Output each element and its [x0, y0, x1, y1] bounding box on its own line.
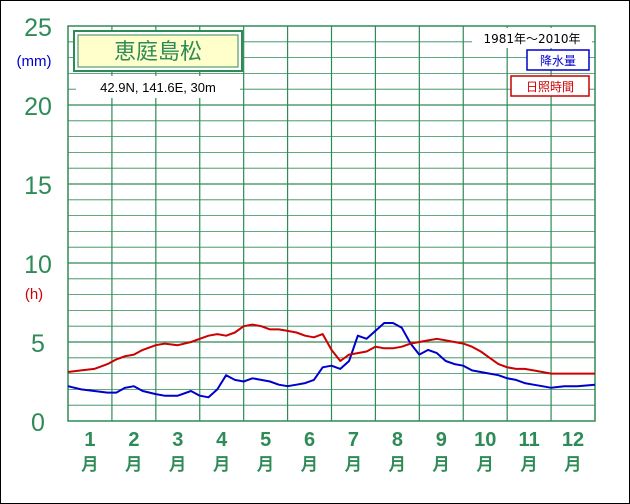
x-tick-label-month: 3: [172, 429, 183, 451]
x-tick-label-suffix: 月: [168, 455, 186, 475]
x-tick-label-suffix: 月: [476, 455, 494, 475]
y-tick-label: 5: [31, 330, 45, 358]
x-tick-label-month: 5: [260, 429, 271, 451]
x-tick-label-month: 10: [474, 429, 496, 451]
legend-precip-box: [526, 49, 590, 71]
y-unit-top-label: (mm): [17, 53, 52, 70]
y-tick-label: 15: [24, 172, 52, 200]
y-tick-label: 10: [24, 251, 52, 279]
y-tick-label: 25: [24, 14, 52, 42]
legend-precip-label: 降水量: [540, 54, 576, 68]
x-tick-label-suffix: 月: [564, 455, 582, 475]
location-box: [76, 76, 240, 98]
x-tick-label-suffix: 月: [300, 455, 318, 475]
precipitation-line: [67, 322, 596, 399]
y-unit-bottom-label: (h): [25, 286, 43, 303]
x-tick-label-month: 7: [348, 429, 359, 451]
x-tick-label-suffix: 月: [212, 455, 230, 475]
legend-sunshine-label: 日照時間: [526, 80, 574, 94]
x-tick-label-month: 12: [562, 429, 584, 451]
x-tick-label-month: 6: [304, 429, 315, 451]
x-tick-label-suffix: 月: [124, 455, 142, 475]
y-tick-label: 20: [24, 93, 52, 121]
grid: [68, 26, 595, 421]
location-label: 42.9N, 141.6E, 30m: [100, 80, 216, 95]
x-tick-label-month: 2: [128, 429, 139, 451]
series-lines: [67, 322, 596, 399]
x-tick-label-suffix: 月: [344, 455, 362, 475]
x-tick-label-suffix: 月: [432, 455, 450, 475]
chart-title: 恵庭島松: [114, 40, 202, 65]
x-tick-label-suffix: 月: [520, 455, 538, 475]
x-tick-label-month: 9: [436, 429, 447, 451]
sunshine-line: [67, 323, 595, 375]
legend-sunshine-box: [510, 75, 590, 97]
x-tick-label-month: 8: [392, 429, 403, 451]
x-tick-label-month: 4: [216, 429, 228, 451]
x-tick-label-suffix: 月: [388, 455, 406, 475]
y-tick-label: 0: [31, 409, 45, 437]
x-tick-label-suffix: 月: [80, 455, 98, 475]
period-label: 1981年〜2010年: [483, 32, 580, 46]
x-tick-label-month: 11: [519, 429, 540, 451]
period-box: [472, 28, 592, 48]
x-tick-label-suffix: 月: [256, 455, 274, 475]
y-tick-labels: 0 5 10 15 20 25: [24, 14, 52, 437]
x-tick-label-month: 1: [84, 429, 95, 451]
title-box-inner: [77, 34, 239, 68]
x-tick-labels: 1 月 2 月 3 月 4 月 5 月 6 月 7 月 8 月 9 月 10 月 11 月 12 月: [80, 429, 584, 475]
